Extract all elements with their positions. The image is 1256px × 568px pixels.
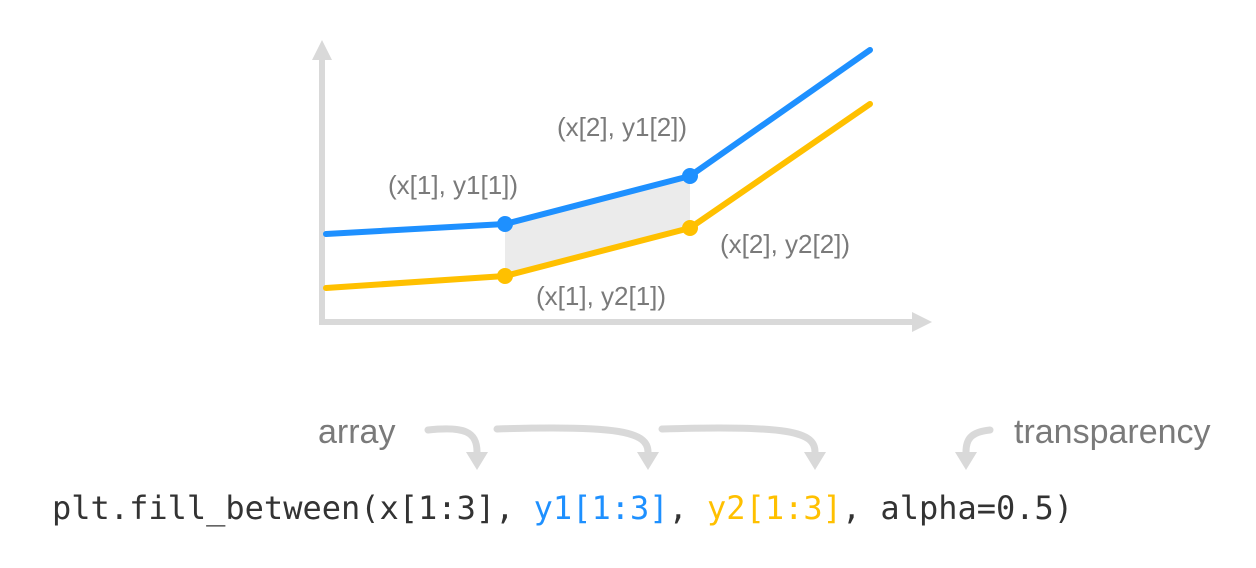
code-suffix: , alpha=0.5) [842,489,1073,527]
point-x1-y1 [497,216,513,232]
point-x1-y2 [497,268,513,284]
code-sep: , [669,489,708,527]
line-y1 [323,47,873,237]
transparency-arrowhead [955,452,977,470]
code-y2-arg: y2[1:3] [707,489,842,527]
label-x1-y2: (x[1], y2[1]) [536,281,666,311]
y1-arrow [493,424,652,456]
annotation-array: array [318,413,395,451]
y2-arrow [658,424,819,456]
point-x2-y2 [682,220,698,236]
label-x1-y1: (x[1], y1[1]) [388,170,518,200]
pointer-arrowheads [466,452,977,470]
code-prefix: plt.fill_between(x[1:3], [52,489,534,527]
point-x2-y1 [682,168,698,184]
array-arrow [424,425,481,456]
axes [312,40,932,332]
code-line: plt.fill_between(x[1:3], y1[1:3], y2[1:3… [52,489,1073,527]
label-x2-y1: (x[2], y1[2]) [557,112,687,142]
fill-region [505,176,690,276]
annotation-transparency: transparency [1014,413,1211,451]
y2-arrowhead [804,452,826,470]
line-y2 [323,101,873,291]
label-x2-y2: (x[2], y2[2]) [720,229,850,259]
code-y1-arg: y1[1:3] [534,489,669,527]
transparency-arrow [962,426,994,456]
x-axis-arrowhead [912,312,932,332]
array-arrowhead [466,452,488,470]
pointer-arrows [424,424,994,456]
y1-arrowhead [637,452,659,470]
y-axis-arrowhead [312,40,332,60]
